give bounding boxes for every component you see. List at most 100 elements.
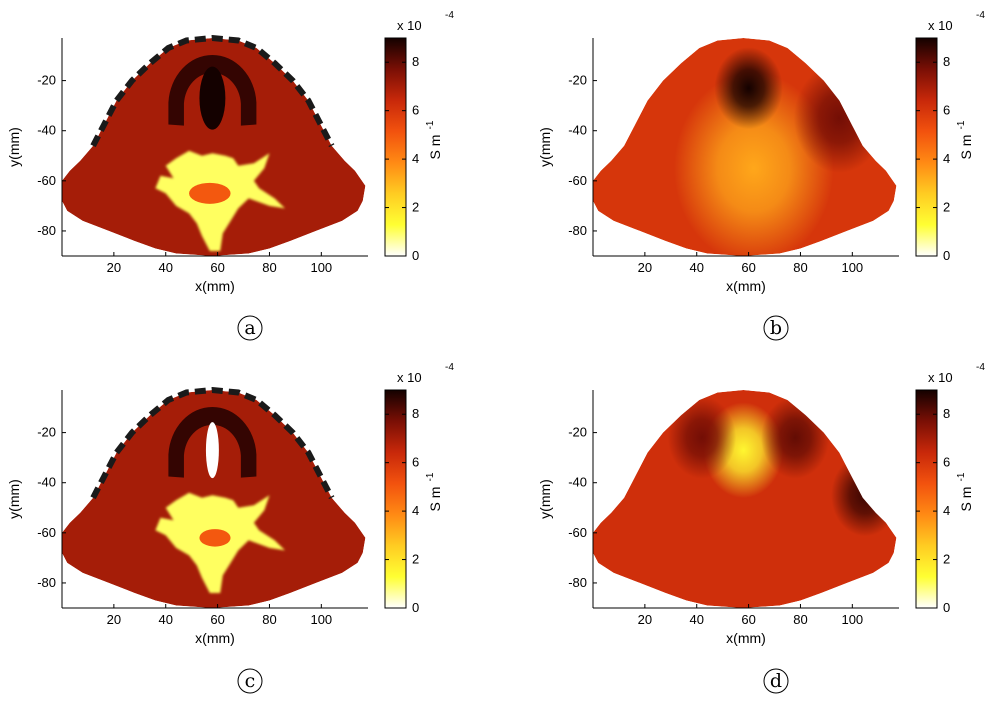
panel-label-circle xyxy=(763,668,789,694)
smooth-feature xyxy=(831,454,897,537)
colorbar-tick-label: 0 xyxy=(943,600,950,615)
y-tick-label: -40 xyxy=(568,475,587,490)
colorbar-gradient xyxy=(915,37,938,257)
panel-b: 20 40 60 80 100 -20 -40 -60 -80 x(mm) y(mm) 0 2 4 6 8 x … xyxy=(537,10,985,341)
x-tick-label: 60 xyxy=(210,260,224,275)
x-tick-label: 80 xyxy=(793,612,807,627)
colorbar-tick-label: 6 xyxy=(412,455,419,470)
panel-label-circle xyxy=(237,315,263,341)
panel-c: 20 40 60 80 100 -20 -40 -60 -80 x(mm) y(mm) 0 2 4 6 8 x … xyxy=(6,362,454,694)
colorbar-unit-superscript: -1 xyxy=(425,120,436,129)
x-tick-label: 60 xyxy=(210,612,224,627)
colorbar-tick-label: 6 xyxy=(943,455,950,470)
x-tick-label: 20 xyxy=(107,260,121,275)
colorbar-tick-label: 4 xyxy=(943,503,950,518)
y-tick-label: -60 xyxy=(37,173,56,188)
x-tick-label: 100 xyxy=(841,612,863,627)
x-tick-label: 100 xyxy=(310,260,332,275)
colorbar-gradient xyxy=(915,389,938,609)
colorbar-multiplier: x 10 xyxy=(928,18,953,33)
colorbar: 0 2 4 6 8 x 10 -4 S m -1 xyxy=(915,362,985,615)
inclusion-ellipse xyxy=(199,529,231,547)
panel-label-text: c xyxy=(245,670,256,692)
colorbar-tick-label: 4 xyxy=(412,503,419,518)
smooth-feature xyxy=(761,396,830,479)
y-axis-label: y(mm) xyxy=(6,127,22,167)
colorbar: 0 2 4 6 8 x 10 -4 S m -1 xyxy=(915,10,985,263)
x-tick-label: 20 xyxy=(638,612,652,627)
panel-label-text: a xyxy=(244,317,255,339)
panel-label-circle xyxy=(237,668,263,694)
panel-label-d: d xyxy=(763,668,789,694)
colorbar: 0 2 4 6 8 x 10 -4 S m -1 xyxy=(384,362,454,615)
x-axis-label: x(mm) xyxy=(726,278,766,294)
electrode-boundary xyxy=(90,34,335,148)
colorbar: 0 2 4 6 8 x 10 -4 S m -1 xyxy=(384,10,454,263)
colorbar-multiplier: x 10 xyxy=(928,370,953,385)
y-tick-label: -80 xyxy=(37,223,56,238)
y-tick-label: -20 xyxy=(568,425,587,440)
inclusion-ellipse xyxy=(199,66,226,130)
colorbar-tick-label: 0 xyxy=(412,600,419,615)
colorbar-tick-label: 4 xyxy=(943,151,950,166)
y-tick-label: -60 xyxy=(37,525,56,540)
panel-label-text: d xyxy=(770,670,782,692)
colorbar-tick-label: 6 xyxy=(412,103,419,118)
y-tick-label: -80 xyxy=(568,575,587,590)
y-tick-label: -40 xyxy=(568,123,587,138)
panel-label-text: b xyxy=(770,317,782,339)
inclusion-ellipse xyxy=(189,182,231,204)
panel-a: 20 40 60 80 100 -20 -40 -60 -80 x(mm) y(mm) 0 2 4 6 8 x … xyxy=(6,10,454,341)
colorbar-multiplier-exponent: -4 xyxy=(445,362,454,373)
y-tick-label: -80 xyxy=(37,575,56,590)
cartilage-arc xyxy=(168,54,257,126)
x-axis-label: x(mm) xyxy=(726,630,766,646)
x-axis-label: x(mm) xyxy=(195,630,235,646)
x-tick-label: 80 xyxy=(793,260,807,275)
colorbar-unit-superscript: -1 xyxy=(956,120,967,129)
y-axis-label: y(mm) xyxy=(537,479,553,519)
colorbar-tick-label: 8 xyxy=(412,54,419,69)
y-tick-label: -40 xyxy=(37,475,56,490)
inclusion-ellipse xyxy=(205,422,219,479)
background-region xyxy=(62,38,366,256)
x-tick-label: 80 xyxy=(262,612,276,627)
colorbar-unit-label: S m xyxy=(958,487,974,512)
x-tick-label: 80 xyxy=(262,260,276,275)
colorbar-tick-label: 4 xyxy=(412,151,419,166)
colorbar-multiplier: x 10 xyxy=(397,18,422,33)
colorbar-multiplier-exponent: -4 xyxy=(976,362,985,373)
y-tick-label: -20 xyxy=(568,73,587,88)
smooth-feature xyxy=(673,72,834,256)
x-tick-label: 60 xyxy=(741,612,755,627)
x-tick-label: 40 xyxy=(689,612,703,627)
colorbar-gradient xyxy=(384,389,407,609)
colorbar-tick-label: 8 xyxy=(412,406,419,421)
x-tick-label: 100 xyxy=(841,260,863,275)
panel-label-a: a xyxy=(237,315,263,341)
colorbar-tick-label: 0 xyxy=(943,248,950,263)
x-tick-label: 60 xyxy=(741,260,755,275)
colorbar-unit-label: S m xyxy=(958,135,974,160)
conductivity-map-a xyxy=(62,38,366,256)
y-axis-label: y(mm) xyxy=(537,127,553,167)
panel-label-c: c xyxy=(237,668,263,694)
colorbar-tick-label: 8 xyxy=(943,54,950,69)
y-tick-label: -20 xyxy=(37,425,56,440)
colorbar-unit-superscript: -1 xyxy=(956,472,967,481)
y-tick-label: -60 xyxy=(568,525,587,540)
panel-label-b: b xyxy=(763,315,789,341)
colorbar-unit-label: S m xyxy=(427,135,443,160)
colorbar-gradient xyxy=(384,37,407,257)
colorbar-tick-label: 8 xyxy=(943,406,950,421)
y-tick-label: -80 xyxy=(568,223,587,238)
y-tick-label: -60 xyxy=(568,173,587,188)
colorbar-multiplier-exponent: -4 xyxy=(445,10,454,21)
panel-d: 20 40 60 80 100 -20 -40 -60 -80 x(mm) y(mm) 0 2 4 6 8 x … xyxy=(537,362,985,694)
colorbar-unit-label: S m xyxy=(427,487,443,512)
y-axis-label: y(mm) xyxy=(6,479,22,519)
x-tick-label: 20 xyxy=(638,260,652,275)
conductivity-map-d xyxy=(593,390,897,608)
colorbar-multiplier: x 10 xyxy=(397,370,422,385)
colorbar-tick-label: 0 xyxy=(412,248,419,263)
